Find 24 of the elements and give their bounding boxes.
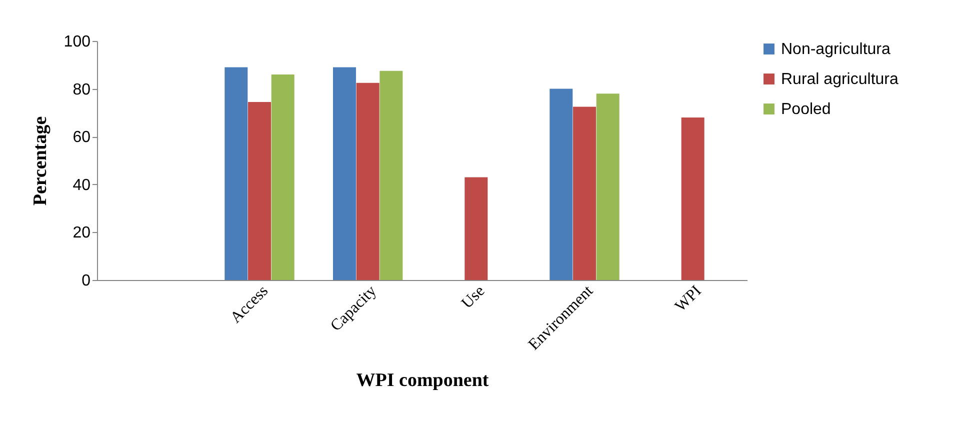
x-tick-label: WPI — [672, 282, 705, 316]
bar — [681, 117, 704, 280]
bar — [464, 177, 488, 280]
bar — [271, 74, 294, 280]
legend-label: Non-agricultura — [781, 41, 890, 58]
bar — [573, 106, 596, 280]
y-tick-label: 80 — [72, 81, 91, 98]
bar — [224, 67, 248, 280]
legend-label: Rural agricultura — [781, 71, 898, 88]
y-tick-label: 0 — [82, 272, 91, 290]
bar — [550, 88, 573, 280]
bar — [380, 70, 403, 280]
bar — [248, 102, 271, 280]
y-tick-label: 60 — [72, 129, 91, 146]
bar — [596, 94, 620, 280]
legend-label: Pooled — [781, 101, 831, 118]
x-tick-label: Use — [458, 282, 488, 312]
bar — [332, 67, 356, 280]
y-tick-label: 40 — [72, 176, 91, 194]
y-tick-label: 100 — [64, 34, 91, 50]
bar — [356, 82, 380, 280]
y-axis-title: Percentage — [30, 116, 51, 206]
y-tick-label: 20 — [72, 224, 91, 242]
x-axis-title: WPI component — [356, 370, 490, 391]
